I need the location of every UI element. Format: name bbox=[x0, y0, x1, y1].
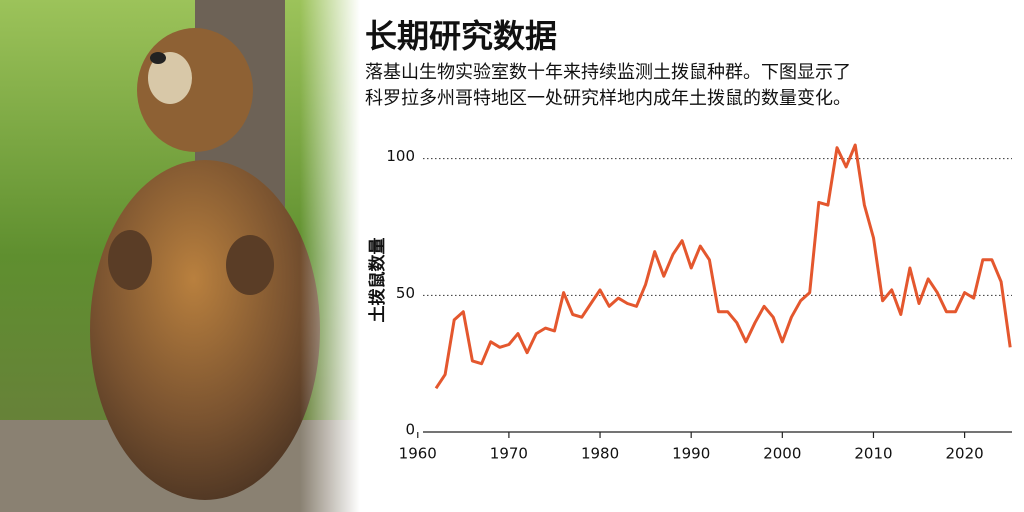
y-axis-label: 土拨鼠数量 bbox=[367, 238, 388, 323]
subtitle: 落基山生物实验室数十年来持续监测土拨鼠种群。下图显示了 bbox=[365, 62, 851, 83]
x-tick-label: 1970 bbox=[490, 445, 528, 463]
photo bbox=[0, 0, 360, 512]
subtitle: 科罗拉多州哥特地区一处研究样地内成年土拨鼠的数量变化。 bbox=[365, 88, 851, 109]
data-line bbox=[434, 143, 1012, 390]
x-tick-label: 2010 bbox=[854, 445, 892, 463]
x-tick-label: 1980 bbox=[581, 445, 619, 463]
y-tick-label: 100 bbox=[386, 147, 415, 165]
title: 长期研究数据 bbox=[365, 17, 557, 55]
x-tick-label: 1990 bbox=[672, 445, 710, 463]
y-tick-label: 0 bbox=[405, 421, 415, 439]
x-tick-label: 2000 bbox=[763, 445, 801, 463]
y-tick-label: 50 bbox=[396, 284, 415, 302]
x-tick-label: 2020 bbox=[946, 445, 984, 463]
x-tick-label: 1960 bbox=[399, 445, 437, 463]
